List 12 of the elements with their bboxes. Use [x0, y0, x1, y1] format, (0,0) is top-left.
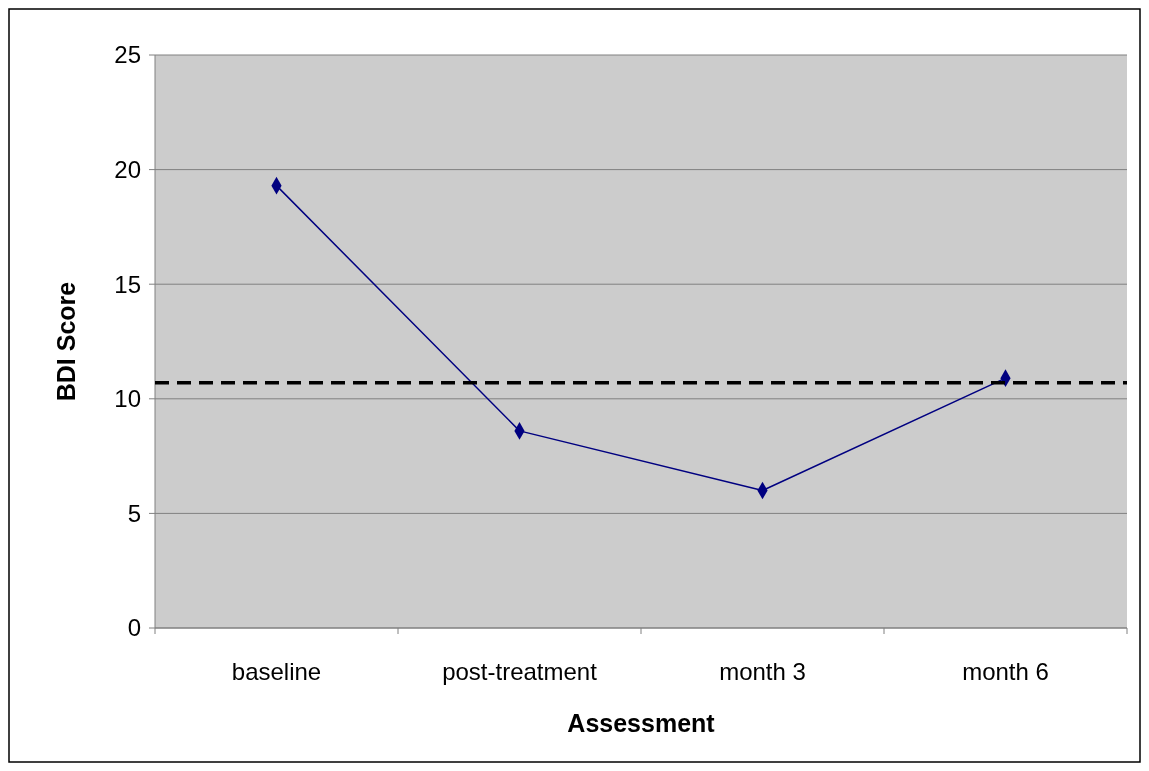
- x-tick-label: month 3: [719, 658, 806, 685]
- y-tick-label: 25: [114, 41, 141, 69]
- x-axis-title: Assessment: [567, 709, 716, 737]
- x-tick-label: post-treatment: [442, 658, 598, 685]
- x-tick-label: month 6: [962, 658, 1049, 685]
- y-tick-label: 20: [114, 156, 141, 183]
- y-axis-title: BDI Score: [52, 281, 80, 402]
- y-tick-label: 10: [114, 385, 141, 413]
- x-tick-label: baseline: [231, 658, 322, 685]
- y-tick-label: 15: [114, 270, 141, 298]
- y-tick-label: 0: [127, 614, 141, 642]
- y-tick-label: 5: [127, 499, 141, 527]
